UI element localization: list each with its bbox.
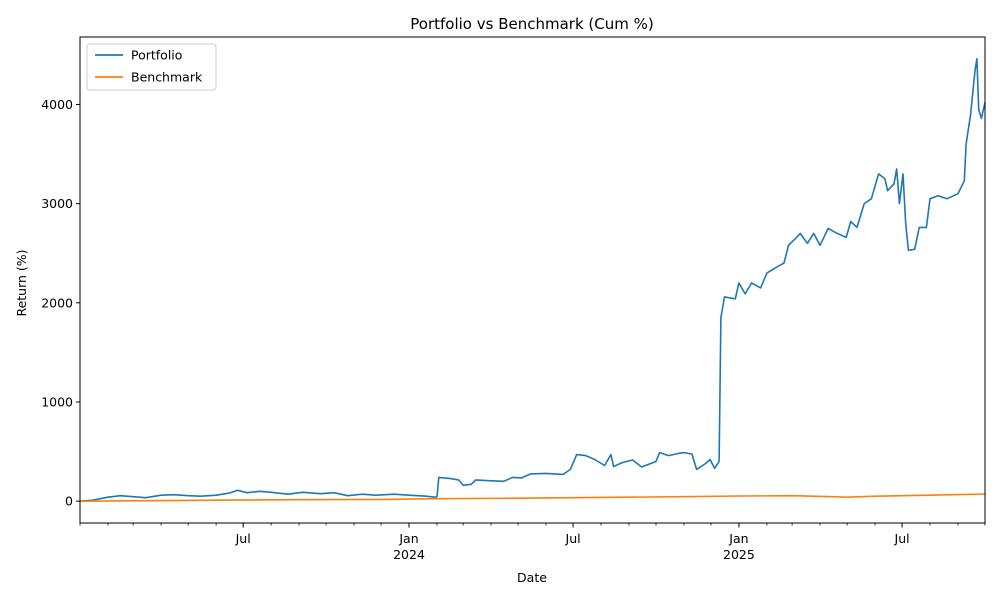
legend-label-portfolio: Portfolio (131, 48, 182, 63)
x-tick-label: Jan (398, 531, 418, 546)
y-tick-label: 3000 (41, 196, 73, 211)
plot-area (79, 36, 986, 524)
y-tick-label: 2000 (41, 295, 73, 310)
x-tick-year-label: 2025 (723, 547, 755, 562)
x-tick-year-label: 2024 (393, 547, 425, 562)
x-axis-label: Date (517, 570, 547, 585)
chart-title: Portfolio vs Benchmark (Cum %) (410, 15, 653, 33)
x-tick-label: Jul (235, 531, 251, 546)
series-line-benchmark (79, 493, 986, 502)
series-line-portfolio (79, 58, 986, 502)
x-tick-label: Jan (728, 531, 748, 546)
x-tick-label: Jul (565, 531, 581, 546)
legend-label-benchmark: Benchmark (131, 70, 203, 85)
y-tick-label: 4000 (41, 97, 73, 112)
y-tick-label: 1000 (41, 394, 73, 409)
y-axis-label: Return (%) (14, 249, 29, 316)
axes-frame (79, 36, 986, 524)
x-tick-label: Jul (894, 531, 910, 546)
y-axis: 0 1000 2000 3000 4000 (41, 97, 80, 509)
y-tick-label: 0 (65, 494, 73, 509)
legend: Portfolio Benchmark (86, 43, 217, 91)
